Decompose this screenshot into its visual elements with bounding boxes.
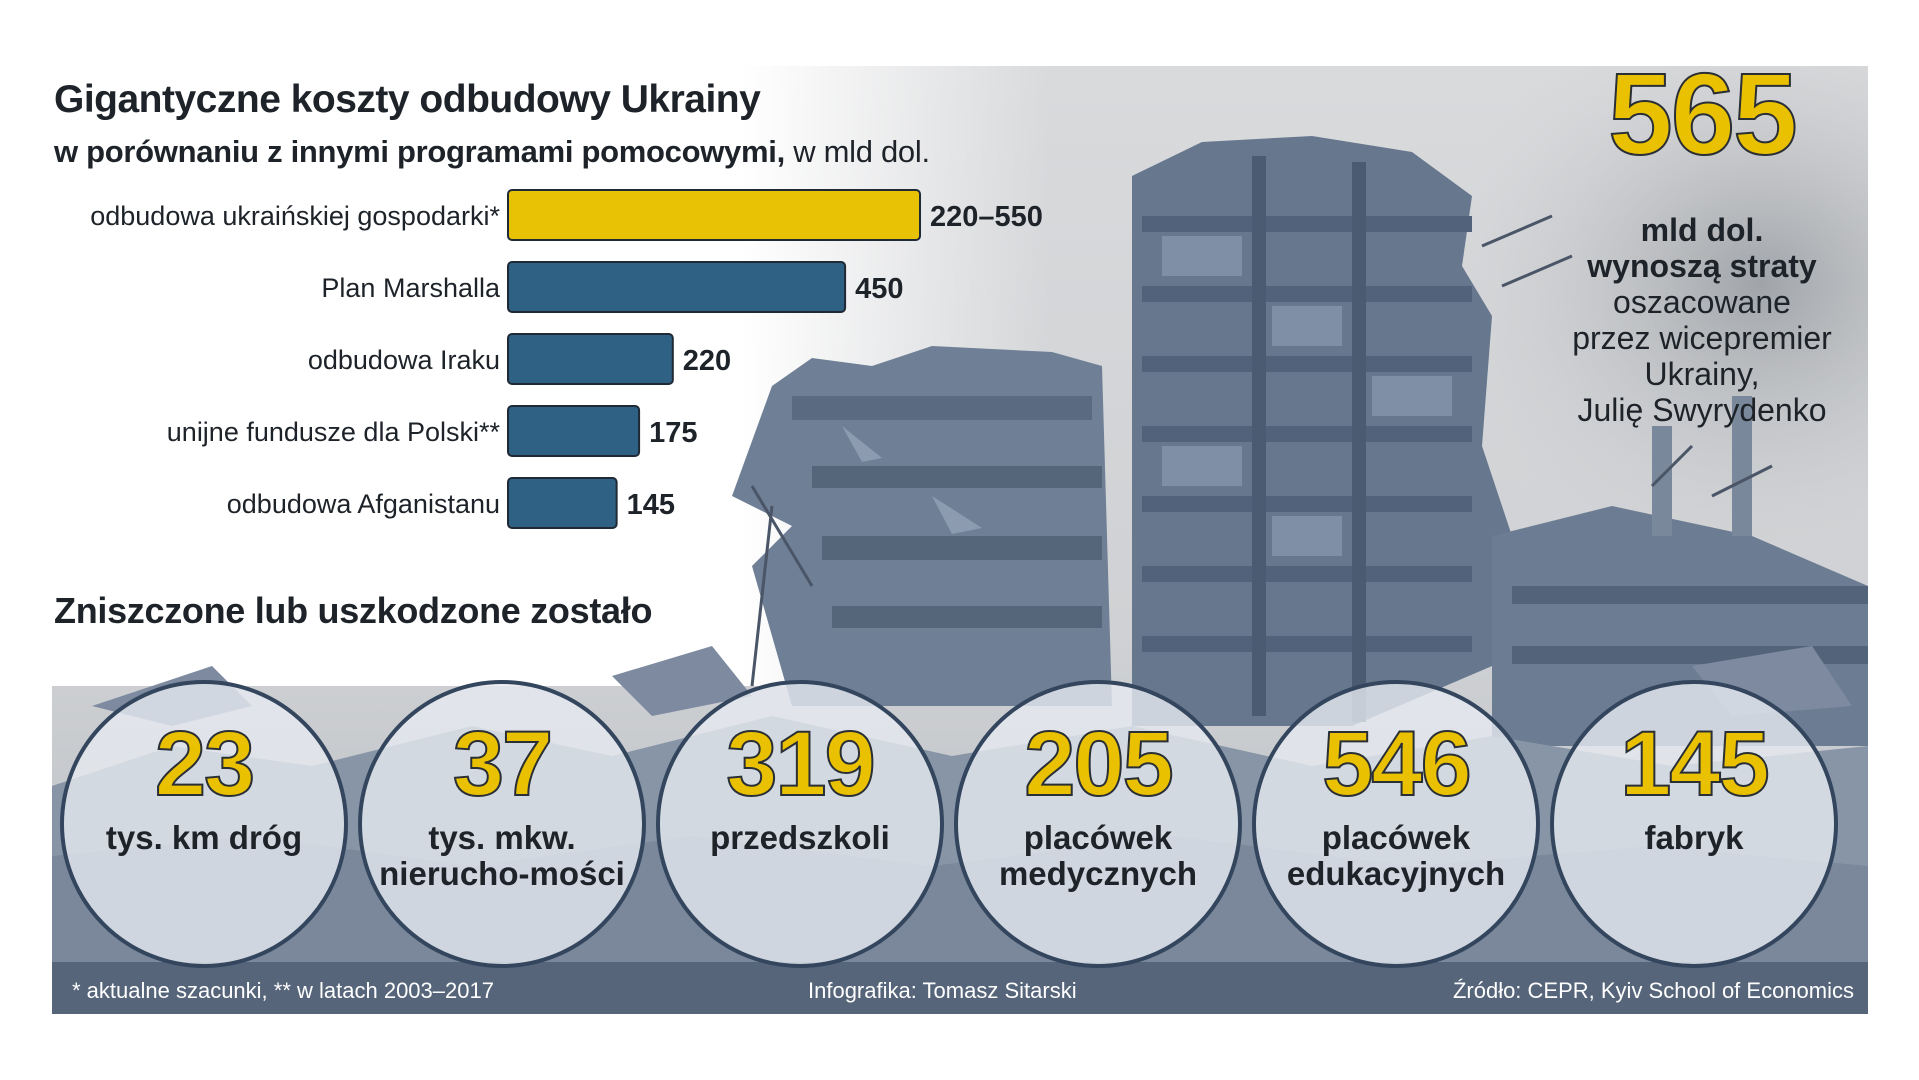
loss-line-1: oszacowane: [1613, 284, 1791, 320]
damage-label: placówek medycznych: [998, 819, 1198, 892]
damage-label: tys. km dróg: [105, 819, 303, 856]
value-label: 450: [855, 273, 903, 305]
loss-line-4: Julię Swyrydenko: [1577, 392, 1827, 428]
value-label: 145: [627, 489, 675, 521]
damage-circle-medical: 205 placówek medycznych: [954, 680, 1242, 968]
damage-label: przedszkoli: [710, 819, 890, 856]
damage-label: fabryk: [1644, 819, 1744, 856]
loss-unit-line: mld dol.: [1640, 212, 1764, 248]
damage-label: placówek edukacyjnych: [1286, 819, 1506, 892]
subtitle-unit: w mld dol.: [793, 134, 930, 169]
infographic-panel: Gigantyczne koszty odbudowy Ukrainy w po…: [52, 66, 1868, 1014]
loss-line-2: przez wicepremier: [1572, 320, 1832, 356]
bar: [507, 333, 674, 385]
bar: [507, 189, 921, 241]
loss-bold-line: wynoszą straty: [1587, 248, 1817, 284]
damage-number: 319: [725, 713, 877, 815]
damage-number: 145: [1619, 713, 1771, 815]
loss-line-3: Ukrainy,: [1644, 356, 1760, 392]
damage-label: tys. mkw. nierucho-mości: [379, 819, 625, 892]
category-label: Plan Marshalla: [321, 273, 501, 303]
damage-number: 546: [1321, 713, 1473, 815]
damage-circle-education: 546 placówek edukacyjnych: [1252, 680, 1540, 968]
damage-circle-factories: 145 fabryk: [1550, 680, 1838, 968]
bar: [507, 477, 618, 529]
category-label: odbudowa ukraińskiej gospodarki*: [90, 201, 500, 231]
category-label: odbudowa Iraku: [308, 345, 500, 375]
category-label: unijne fundusze dla Polski**: [167, 417, 501, 447]
damage-number: 23: [154, 713, 256, 815]
damage-circle-roads: 23 tys. km dróg: [60, 680, 348, 968]
value-label: 220: [683, 345, 731, 377]
damage-section-title: Zniszczone lub uszkodzone zostało: [54, 590, 653, 631]
total-loss-description: mld dol. wynoszą straty oszacowane przez…: [1522, 212, 1868, 428]
bar-chart: odbudowa ukraińskiej gospodarki* 220–550 P…: [90, 189, 1043, 529]
damage-circle-real-estate: 37 tys. mkw. nierucho-mości: [358, 680, 646, 968]
infographic-title: Gigantyczne koszty odbudowy Ukrainy: [54, 78, 761, 121]
footnote: * aktualne szacunki, ** w latach 2003–20…: [72, 978, 494, 1003]
infographic-subtitle: w porównaniu z innymi programami pomocow…: [54, 134, 930, 170]
category-label: odbudowa Afganistanu: [227, 489, 500, 519]
damage-number: 205: [1023, 713, 1175, 815]
source: Źródło: CEPR, Kyiv School of Economics: [1452, 978, 1854, 1003]
credit: Infografika: Tomasz Sitarski: [808, 978, 1077, 1003]
total-loss-number: 565: [1607, 66, 1799, 179]
damage-circle-kindergartens: 319 przedszkoli: [656, 680, 944, 968]
bar: [507, 261, 847, 313]
value-label: 175: [649, 417, 697, 449]
subtitle-bold: w porównaniu z innymi programami pomocow…: [54, 134, 785, 169]
damage-number: 37: [452, 713, 554, 815]
bar: [507, 405, 641, 457]
value-label: 220–550: [930, 201, 1043, 233]
